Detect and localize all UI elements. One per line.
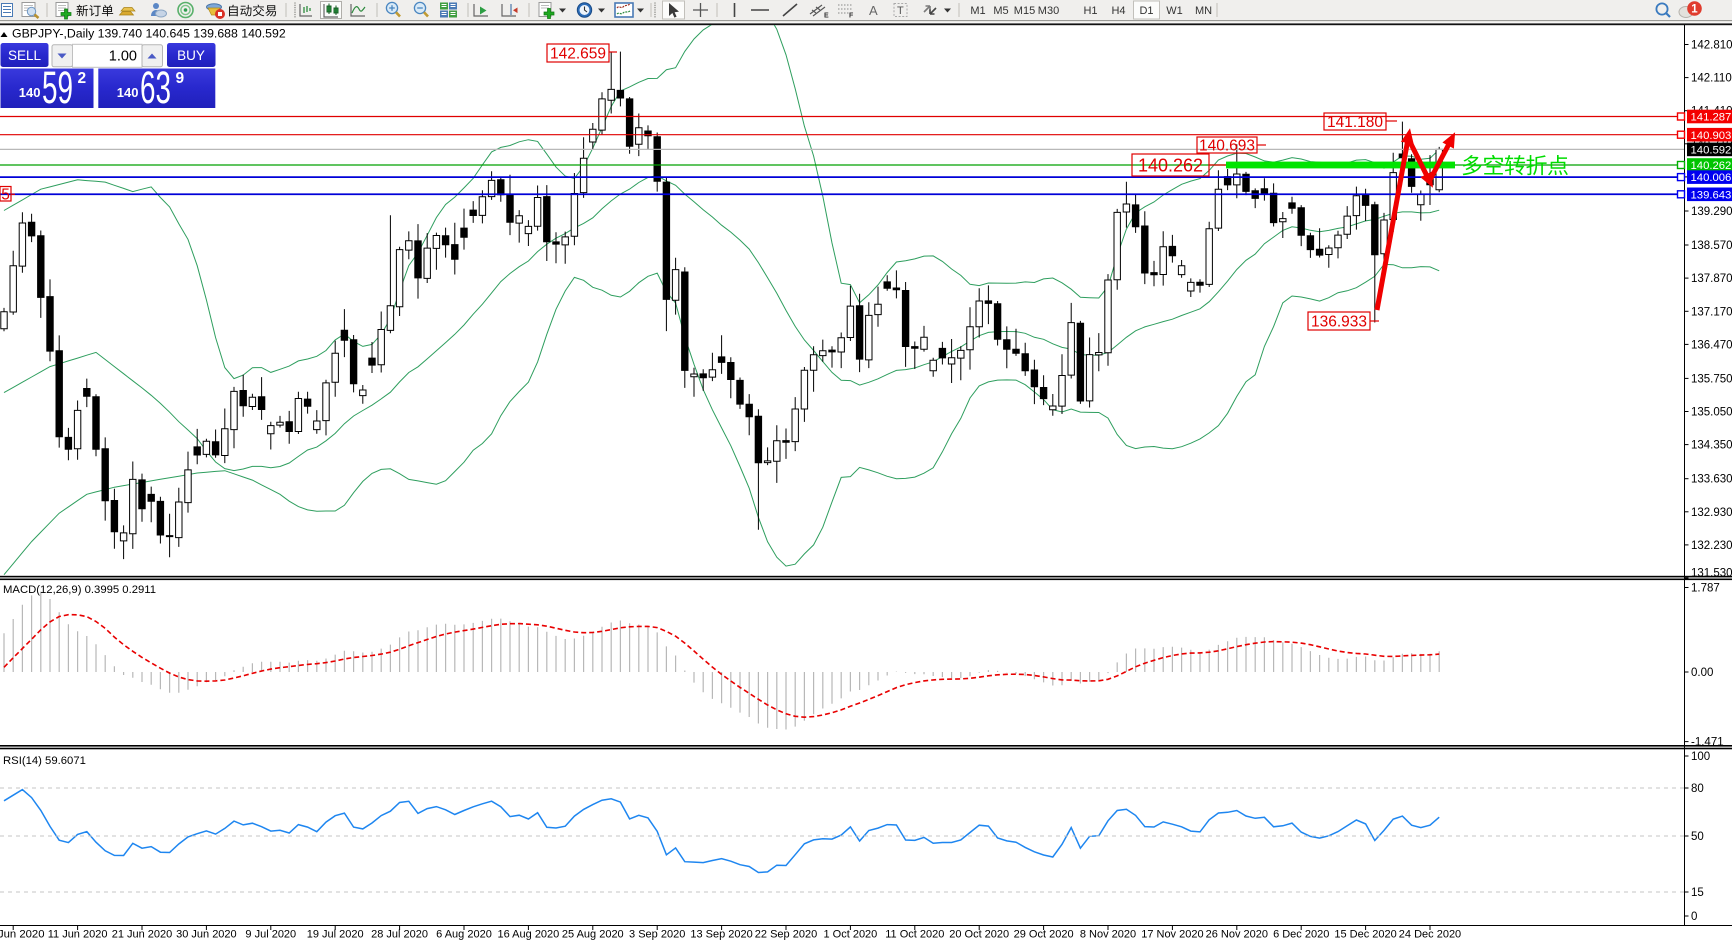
svg-text:100: 100 (1691, 751, 1710, 763)
svg-text:M1: M1 (970, 5, 985, 17)
svg-text:141.180: 141.180 (1327, 114, 1383, 131)
svg-text:21 Jun 2020: 21 Jun 2020 (112, 929, 173, 941)
svg-text:140.262: 140.262 (1691, 160, 1732, 172)
svg-text:140.903: 140.903 (1691, 130, 1732, 142)
svg-text:140.006: 140.006 (1691, 172, 1732, 184)
svg-text:0.00: 0.00 (1691, 667, 1713, 679)
svg-text:8 Nov 2020: 8 Nov 2020 (1080, 929, 1136, 941)
svg-text:H1: H1 (1083, 5, 1097, 17)
svg-text:9: 9 (176, 70, 185, 87)
svg-text:1 Oct 2020: 1 Oct 2020 (823, 929, 877, 941)
svg-text:6 Aug 2020: 6 Aug 2020 (436, 929, 492, 941)
svg-text:142.110: 142.110 (1691, 73, 1732, 85)
svg-text:SELL: SELL (8, 48, 42, 63)
svg-text:Jun 2020: Jun 2020 (0, 929, 44, 941)
svg-text:138.570: 138.570 (1691, 240, 1732, 252)
svg-text:GBPJPY-,Daily 139.740 140.645: GBPJPY-,Daily 139.740 140.645 139.688 14… (12, 27, 286, 41)
svg-text:28 Jul 2020: 28 Jul 2020 (371, 929, 428, 941)
svg-text:136.470: 136.470 (1691, 339, 1732, 351)
svg-text:139.643: 139.643 (1691, 189, 1732, 201)
svg-text:11 Jun 2020: 11 Jun 2020 (48, 929, 108, 941)
svg-text:9 Jul 2020: 9 Jul 2020 (245, 929, 296, 941)
svg-text:A: A (869, 3, 878, 18)
svg-text:80: 80 (1691, 783, 1704, 795)
svg-text:142.659: 142.659 (550, 46, 606, 63)
svg-text:13 Sep 2020: 13 Sep 2020 (690, 929, 752, 941)
svg-text:H4: H4 (1111, 5, 1125, 17)
svg-text:19 Jul 2020: 19 Jul 2020 (307, 929, 364, 941)
svg-text:W1: W1 (1166, 5, 1183, 17)
svg-text:6 Dec 2020: 6 Dec 2020 (1273, 929, 1329, 941)
svg-text:M15: M15 (1014, 5, 1035, 17)
svg-text:22 Sep 2020: 22 Sep 2020 (755, 929, 817, 941)
svg-text:30 Jun 2020: 30 Jun 2020 (176, 929, 237, 941)
svg-text:16 Aug 2020: 16 Aug 2020 (498, 929, 560, 941)
svg-text:134.350: 134.350 (1691, 440, 1732, 452)
svg-text:135.050: 135.050 (1691, 407, 1732, 419)
svg-text:131.530: 131.530 (1691, 568, 1732, 580)
svg-text:133.630: 133.630 (1691, 474, 1732, 486)
svg-text:BUY: BUY (177, 48, 205, 63)
svg-text:26 Nov 2020: 26 Nov 2020 (1206, 929, 1268, 941)
svg-text:2: 2 (78, 70, 87, 87)
svg-text:141.287: 141.287 (1691, 112, 1732, 124)
svg-text:T: T (897, 5, 904, 17)
svg-text:11 Oct 2020: 11 Oct 2020 (885, 929, 944, 941)
svg-text:-1.471: -1.471 (1691, 737, 1724, 749)
svg-text:137.870: 137.870 (1691, 273, 1732, 285)
svg-text:136.933: 136.933 (1311, 314, 1367, 331)
svg-text:1: 1 (1691, 4, 1698, 16)
svg-text:137.170: 137.170 (1691, 306, 1732, 318)
svg-text:15: 15 (1691, 887, 1704, 899)
svg-text:142.810: 142.810 (1691, 40, 1732, 52)
svg-text:140.693: 140.693 (1199, 138, 1255, 155)
svg-text:140.592: 140.592 (1691, 145, 1732, 157)
svg-text:50: 50 (1691, 831, 1704, 843)
svg-text:1.787: 1.787 (1691, 583, 1720, 595)
svg-text:140.262: 140.262 (1138, 156, 1203, 176)
svg-text:29 Oct 2020: 29 Oct 2020 (1014, 929, 1074, 941)
svg-text:132.230: 132.230 (1691, 540, 1732, 552)
svg-text:1.00: 1.00 (109, 49, 137, 65)
svg-text:63: 63 (140, 62, 171, 113)
svg-text:132.930: 132.930 (1691, 507, 1732, 519)
svg-text:17 Nov 2020: 17 Nov 2020 (1141, 929, 1203, 941)
svg-text:E: E (824, 13, 829, 20)
svg-text:MN: MN (1195, 5, 1212, 17)
svg-text:5: 5 (1, 186, 10, 203)
svg-text:15 Dec 2020: 15 Dec 2020 (1334, 929, 1396, 941)
svg-text:140: 140 (19, 85, 41, 100)
svg-text:20 Oct 2020: 20 Oct 2020 (949, 929, 1009, 941)
svg-text:D1: D1 (1139, 5, 1153, 17)
svg-text:140: 140 (117, 85, 139, 100)
svg-text:0: 0 (1691, 911, 1697, 923)
svg-text:M30: M30 (1038, 5, 1059, 17)
svg-text:25 Aug 2020: 25 Aug 2020 (562, 929, 624, 941)
svg-text:3 Sep 2020: 3 Sep 2020 (629, 929, 685, 941)
svg-text:MACD(12,26,9) 0.3995 0.2911: MACD(12,26,9) 0.3995 0.2911 (3, 584, 156, 596)
svg-text:139.290: 139.290 (1691, 206, 1732, 218)
svg-text:F: F (849, 13, 854, 20)
svg-text:M5: M5 (993, 5, 1008, 17)
svg-text:59: 59 (42, 62, 73, 113)
svg-text:24 Dec 2020: 24 Dec 2020 (1399, 929, 1461, 941)
svg-text:135.750: 135.750 (1691, 373, 1732, 385)
svg-text:RSI(14) 59.6071: RSI(14) 59.6071 (3, 755, 86, 767)
